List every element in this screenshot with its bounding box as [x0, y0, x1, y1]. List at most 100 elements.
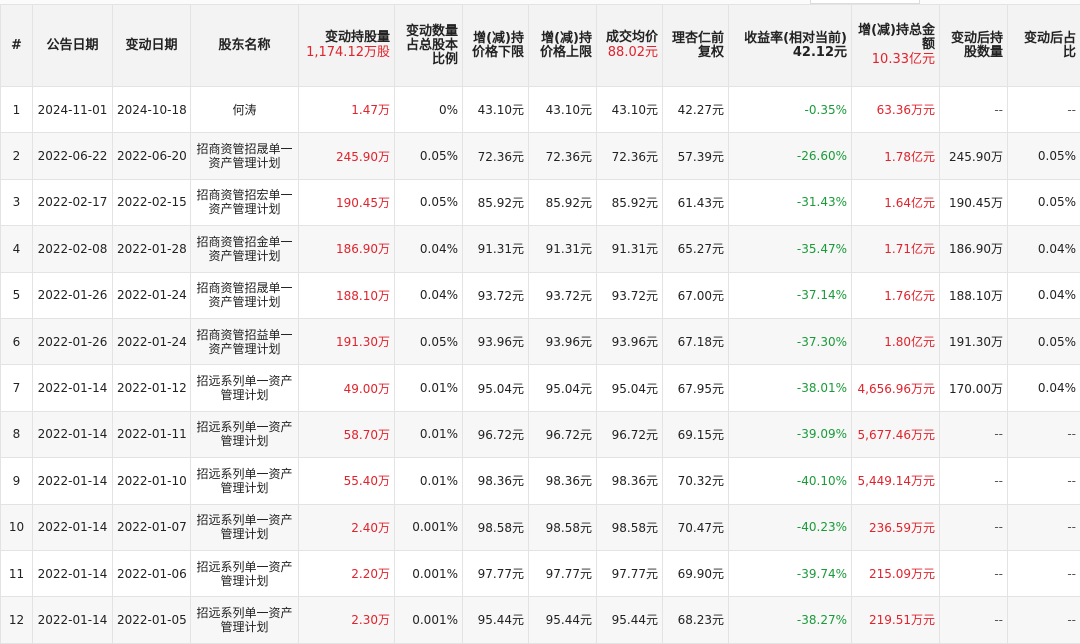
cell-high: 93.96元 [529, 318, 597, 364]
cell-after-qty: 186.90万 [940, 226, 1008, 272]
cell-announce: 2022-01-14 [33, 504, 113, 550]
col-adj-price[interactable]: 理杏仁前复权 [663, 5, 729, 87]
cell-amount: 1.78亿元 [852, 133, 940, 179]
cell-name: 招远系列单一资产管理计划 [191, 365, 299, 411]
cell-after-ratio: -- [1008, 411, 1080, 457]
cell-ratio: 0.04% [395, 272, 463, 318]
cell-low: 93.72元 [463, 272, 529, 318]
cell-change: 2022-01-05 [113, 597, 191, 643]
cell-after-qty: 190.45万 [940, 179, 1008, 225]
cell-avg: 96.72元 [597, 411, 663, 457]
cell-adj: 67.18元 [663, 318, 729, 364]
cell-ratio: 0.05% [395, 179, 463, 225]
cell-adj: 68.23元 [663, 597, 729, 643]
cell-announce: 2022-01-14 [33, 365, 113, 411]
cell-name: 招远系列单一资产管理计划 [191, 504, 299, 550]
cell-ret: -40.23% [729, 504, 852, 550]
cell-ret: -38.01% [729, 365, 852, 411]
cell-after-ratio: -- [1008, 87, 1080, 133]
cell-ratio: 0.001% [395, 597, 463, 643]
cell-avg: 95.04元 [597, 365, 663, 411]
cell-after-qty: 188.10万 [940, 272, 1008, 318]
col-holder-name[interactable]: 股东名称 [191, 5, 299, 87]
col-after-qty[interactable]: 变动后持股数量 [940, 5, 1008, 87]
cell-name: 招远系列单一资产管理计划 [191, 458, 299, 504]
col-avg-price-total: 88.02元 [601, 46, 658, 60]
cell-adj: 69.15元 [663, 411, 729, 457]
cell-amount: 1.80亿元 [852, 318, 940, 364]
cell-ratio: 0.01% [395, 365, 463, 411]
col-amount-total: 10.33亿元 [856, 53, 935, 67]
col-announce-date[interactable]: 公告日期 [33, 5, 113, 87]
cell-idx: 9 [1, 458, 33, 504]
cell-ret: -37.14% [729, 272, 852, 318]
col-after-ratio[interactable]: 变动后占比 [1008, 5, 1080, 87]
col-high-price[interactable]: 增(减)持价格上限 [529, 5, 597, 87]
cell-amount: 1.76亿元 [852, 272, 940, 318]
cell-after-ratio: 0.04% [1008, 365, 1080, 411]
cell-change: 2022-01-06 [113, 550, 191, 596]
cell-low: 93.96元 [463, 318, 529, 364]
cell-low: 97.77元 [463, 550, 529, 596]
col-return-rate[interactable]: 收益率(相对当前)42.12元 [729, 5, 852, 87]
cell-ret: -37.30% [729, 318, 852, 364]
cell-amount: 5,677.46万元 [852, 411, 940, 457]
cell-adj: 70.47元 [663, 504, 729, 550]
cell-qty: 55.40万 [299, 458, 395, 504]
cell-change: 2022-01-11 [113, 411, 191, 457]
col-change-date[interactable]: 变动日期 [113, 5, 191, 87]
cell-high: 91.31元 [529, 226, 597, 272]
col-avg-price-label: 成交均价 [606, 30, 658, 45]
cell-ratio: 0.04% [395, 226, 463, 272]
col-change-ratio[interactable]: 变动数量占总股本比例 [395, 5, 463, 87]
cell-avg: 85.92元 [597, 179, 663, 225]
cell-avg: 93.96元 [597, 318, 663, 364]
cell-amount: 5,449.14万元 [852, 458, 940, 504]
cell-after-ratio: 0.05% [1008, 179, 1080, 225]
cell-high: 43.10元 [529, 87, 597, 133]
cell-qty: 188.10万 [299, 272, 395, 318]
cell-avg: 95.44元 [597, 597, 663, 643]
cell-avg: 43.10元 [597, 87, 663, 133]
cell-high: 98.36元 [529, 458, 597, 504]
cell-announce: 2022-01-14 [33, 458, 113, 504]
cell-name: 招商资管招晟单一资产管理计划 [191, 133, 299, 179]
cell-after-ratio: -- [1008, 597, 1080, 643]
cell-ret: -31.43% [729, 179, 852, 225]
cell-after-ratio: 0.05% [1008, 318, 1080, 364]
cell-amount: 215.09万元 [852, 550, 940, 596]
cell-after-qty: -- [940, 411, 1008, 457]
cell-after-qty: 191.30万 [940, 318, 1008, 364]
cell-adj: 70.32元 [663, 458, 729, 504]
cell-ratio: 0% [395, 87, 463, 133]
cell-amount: 4,656.96万元 [852, 365, 940, 411]
cell-announce: 2022-06-22 [33, 133, 113, 179]
cell-ratio: 0.05% [395, 318, 463, 364]
cell-after-qty: -- [940, 550, 1008, 596]
cell-high: 95.04元 [529, 365, 597, 411]
cell-avg: 98.36元 [597, 458, 663, 504]
cell-announce: 2022-01-26 [33, 272, 113, 318]
col-low-price[interactable]: 增(减)持价格下限 [463, 5, 529, 87]
cell-after-ratio: 0.05% [1008, 133, 1080, 179]
cell-avg: 93.72元 [597, 272, 663, 318]
cell-idx: 6 [1, 318, 33, 364]
